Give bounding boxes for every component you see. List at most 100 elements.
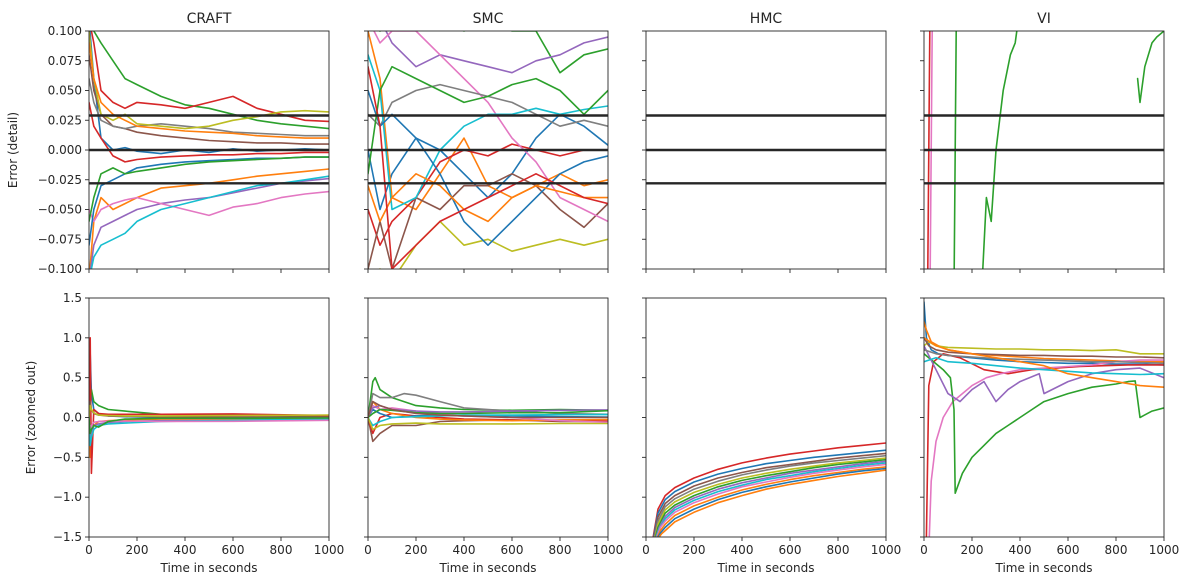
panel-row1-col1: −0.100 −0.075 −0.050 −0.025 0.000 0.025 0.050 0… bbox=[6, 11, 330, 276]
y-tick-label: 0.075 bbox=[48, 54, 82, 68]
series-line-10 bbox=[89, 156, 329, 246]
series-group bbox=[924, 301, 1164, 537]
series-line-3 bbox=[924, 336, 1164, 359]
y-axis-label: Error (zoomed out) bbox=[24, 361, 38, 475]
x-tick-label: 800 bbox=[827, 543, 850, 557]
series-line-12 bbox=[368, 65, 608, 175]
series-line-9 bbox=[656, 466, 886, 537]
x-tick-label: 600 bbox=[1057, 543, 1080, 557]
x-tick-label: 0 bbox=[364, 543, 372, 557]
x-tick-label: 1000 bbox=[593, 543, 624, 557]
series-line-1 bbox=[652, 449, 886, 537]
plot-frame bbox=[923, 297, 1165, 538]
series-line-4 bbox=[368, 31, 608, 74]
y-tick-label: 1.5 bbox=[63, 291, 82, 305]
panel-title: SMC bbox=[473, 11, 504, 27]
series-line-8 bbox=[368, 413, 608, 427]
series-line-3 bbox=[981, 31, 1018, 269]
series-line-0 bbox=[924, 301, 1164, 366]
x-tick-label: 800 bbox=[549, 543, 572, 557]
series-line-9 bbox=[924, 348, 1164, 365]
series-line-5 bbox=[368, 400, 608, 422]
series-line-8 bbox=[924, 356, 1164, 376]
x-tick-label: 400 bbox=[1009, 543, 1032, 557]
series-line-2 bbox=[378, 31, 608, 74]
x-axis-label: Time in seconds bbox=[995, 561, 1093, 575]
series-line-8 bbox=[378, 220, 608, 269]
series-line-4 bbox=[1136, 31, 1164, 104]
series-line-7 bbox=[924, 344, 1164, 403]
y-tick-label: −0.075 bbox=[38, 232, 82, 246]
y-tick-label: 0.000 bbox=[48, 143, 82, 157]
x-tick-label: 800 bbox=[270, 543, 293, 557]
series-line-9 bbox=[368, 53, 608, 211]
x-tick-label: 1000 bbox=[314, 543, 345, 557]
panel-title: HMC bbox=[750, 11, 783, 27]
y-tick-label: −0.025 bbox=[38, 173, 82, 187]
panel-row1-col4: VI bbox=[920, 11, 1165, 273]
x-tick-label: 1000 bbox=[871, 543, 902, 557]
x-tick-label: 200 bbox=[126, 543, 149, 557]
series-line-9 bbox=[89, 416, 329, 435]
series-line-9 bbox=[368, 416, 608, 431]
series-line-1 bbox=[368, 31, 608, 211]
x-tick-label: 600 bbox=[501, 543, 524, 557]
series-line-3 bbox=[653, 454, 886, 537]
x-tick-label: 400 bbox=[174, 543, 197, 557]
x-axis-label: Time in seconds bbox=[160, 561, 258, 575]
y-tick-label: −0.050 bbox=[38, 203, 82, 217]
x-tick-label: 400 bbox=[453, 543, 476, 557]
y-tick-label: −1.5 bbox=[53, 530, 82, 544]
series-line-7 bbox=[368, 404, 608, 419]
series-line-11 bbox=[368, 173, 608, 223]
y-tick-label: 0.050 bbox=[48, 84, 82, 98]
series-line-8 bbox=[89, 404, 329, 419]
y-tick-label: 0.100 bbox=[48, 24, 82, 38]
series-line-4 bbox=[89, 177, 329, 269]
y-tick-label: 0.0 bbox=[63, 411, 82, 425]
x-tick-label: 200 bbox=[961, 543, 984, 557]
series-line-12 bbox=[89, 156, 329, 223]
series-line-0 bbox=[89, 31, 329, 155]
x-tick-label: 200 bbox=[405, 543, 428, 557]
series-line-7 bbox=[89, 77, 329, 137]
panel-row2-col1: 0 200 400 600 800 1000 −1.5 −1.0 −0.5 0.0 0.5 1.0 1.… bbox=[24, 291, 344, 575]
panel-row2-col2: 0 200 400 600 800 1000 Time in seconds bbox=[364, 297, 624, 575]
series-line-10 bbox=[368, 408, 608, 419]
series-line-3 bbox=[90, 31, 329, 123]
series-group bbox=[368, 31, 608, 269]
series-line-8 bbox=[89, 31, 329, 130]
series-group bbox=[89, 336, 329, 475]
series-line-13 bbox=[368, 65, 608, 269]
series-line-4 bbox=[654, 457, 886, 537]
series-line-5 bbox=[928, 359, 1164, 537]
series-line-5 bbox=[368, 173, 608, 269]
panel-row2-col3: 0 200 400 600 800 1000 Time in seconds bbox=[642, 297, 902, 575]
series-line-9 bbox=[90, 175, 329, 269]
y-tick-label: 0.5 bbox=[63, 371, 82, 385]
y-axis-label: Error (detail) bbox=[6, 112, 20, 188]
panel-row2-col4: 0 200 400 600 800 1000 Time in seconds bbox=[920, 297, 1180, 575]
series-line-7 bbox=[89, 416, 329, 431]
series-line-8 bbox=[656, 463, 886, 537]
x-tick-label: 600 bbox=[779, 543, 802, 557]
x-tick-label: 600 bbox=[222, 543, 245, 557]
series-line-4 bbox=[925, 352, 1164, 537]
series-line-6 bbox=[924, 352, 1164, 495]
series-line-7 bbox=[655, 462, 886, 537]
series-line-2 bbox=[92, 31, 329, 130]
series-line-2 bbox=[653, 452, 886, 537]
series-line-11 bbox=[368, 400, 608, 419]
y-tick-label: 1.0 bbox=[63, 331, 82, 345]
series-line-11 bbox=[89, 42, 329, 139]
x-tick-label: 800 bbox=[1105, 543, 1128, 557]
x-axis-label: Time in seconds bbox=[717, 561, 815, 575]
panel-row1-col3: HMC bbox=[642, 11, 887, 273]
x-tick-label: 400 bbox=[731, 543, 754, 557]
x-axis-label: Time in seconds bbox=[439, 561, 537, 575]
series-line-13 bbox=[89, 101, 329, 163]
series-line-3 bbox=[89, 336, 329, 475]
x-tick-label: 1000 bbox=[1149, 543, 1180, 557]
series-group bbox=[652, 442, 886, 537]
